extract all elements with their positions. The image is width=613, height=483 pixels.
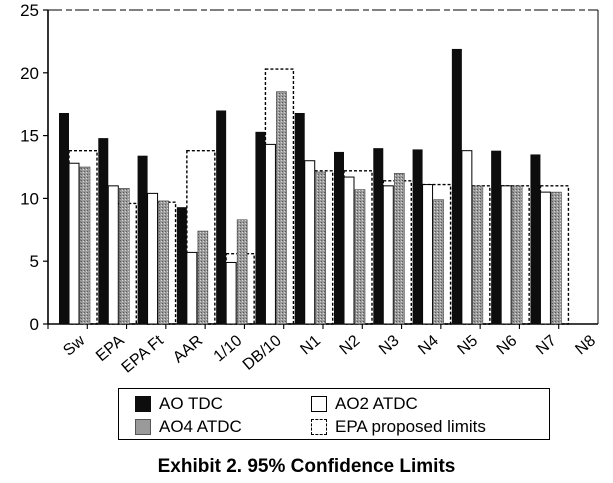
legend: AO TDC AO2 ATDC AO4 ATDC EPA proposed li… xyxy=(118,388,550,440)
bar-ao-tdc xyxy=(294,112,305,324)
legend-item-ao-tdc: AO TDC xyxy=(135,392,223,416)
category-label: N4 xyxy=(415,332,442,358)
bar-ao-tdc xyxy=(412,149,423,324)
bar-ao4-atdc xyxy=(79,166,91,325)
bar-ao-tdc xyxy=(176,207,187,324)
bar-ao-tdc xyxy=(255,131,266,324)
figure-caption: Exhibit 2. 95% Confidence Limits xyxy=(157,456,456,477)
y-tick-label: 10 xyxy=(20,189,39,208)
bar-ao4-atdc xyxy=(276,91,287,325)
bar-ao2-atdc xyxy=(186,251,198,325)
bar-ao-tdc xyxy=(334,151,344,324)
legend-label-ao2-atdc: AO2 ATDC xyxy=(335,394,418,413)
category-label: Sw xyxy=(60,332,88,360)
bar-ao2-atdc xyxy=(147,192,159,325)
bar-ao4-atdc xyxy=(158,200,169,325)
bar-ao-tdc xyxy=(137,155,148,324)
category-label: N7 xyxy=(533,332,560,358)
bar-ao2-atdc xyxy=(422,184,434,325)
bar-ao-tdc xyxy=(491,150,502,324)
bar-ao2-atdc xyxy=(500,185,512,325)
category-label: EPA Ft xyxy=(119,332,168,377)
legend-swatch-ao4-atdc xyxy=(135,419,151,435)
legend-swatch-epa-proposed-limits xyxy=(311,419,327,435)
bar-ao-tdc xyxy=(530,154,541,324)
legend-item-epa-proposed-limits: EPA proposed limits xyxy=(311,415,486,439)
category-label: N6 xyxy=(494,332,521,358)
bar-ao4-atdc xyxy=(118,188,130,325)
category-label: N8 xyxy=(572,332,599,358)
y-tick-label: 20 xyxy=(20,64,39,83)
legend-label-ao4-atdc: AO4 ATDC xyxy=(159,417,242,436)
bar-ao4-atdc xyxy=(354,189,366,325)
bar-ao2-atdc xyxy=(68,162,80,325)
category-label: DB/10 xyxy=(240,332,285,374)
bar-ao2-atdc xyxy=(382,185,394,325)
bar-ao2-atdc xyxy=(539,191,551,325)
bar-ao-tdc xyxy=(216,110,227,324)
bar-ao4-atdc xyxy=(197,230,209,325)
bar-ao2-atdc xyxy=(225,261,237,325)
bar-ao2-atdc xyxy=(107,185,119,325)
bar-ao-tdc xyxy=(451,48,462,324)
legend-item-ao4-atdc: AO4 ATDC xyxy=(135,415,242,439)
y-tick-label: 25 xyxy=(20,1,39,20)
category-label: N3 xyxy=(376,332,403,358)
category-label: N1 xyxy=(297,332,324,358)
bar-ao2-atdc xyxy=(304,160,316,325)
bar-ao4-atdc xyxy=(472,185,484,325)
category-label: AAR xyxy=(170,332,206,366)
y-tick-label: 15 xyxy=(20,127,39,146)
bar-ao4-atdc xyxy=(433,199,444,325)
bar-ao-tdc xyxy=(98,138,109,324)
legend-label-ao-tdc: AO TDC xyxy=(159,394,223,413)
legend-label-epa-proposed-limits: EPA proposed limits xyxy=(335,417,486,436)
category-label: N5 xyxy=(455,332,482,358)
bar-ao2-atdc xyxy=(461,150,473,325)
bar-ao2-atdc xyxy=(264,143,276,325)
y-tick-label: 5 xyxy=(30,252,39,271)
legend-swatch-ao-tdc xyxy=(135,396,151,412)
bar-ao4-atdc xyxy=(511,185,523,325)
category-label: N2 xyxy=(337,332,364,358)
legend-swatch-ao2-atdc xyxy=(311,396,327,412)
bar-ao-tdc xyxy=(373,148,384,324)
bar-ao4-atdc xyxy=(315,171,327,325)
bar-ao4-atdc xyxy=(236,219,248,325)
y-tick-label: 0 xyxy=(30,315,39,334)
bar-ao-tdc xyxy=(59,112,69,324)
bar-ao2-atdc xyxy=(343,176,355,325)
bar-ao4-atdc xyxy=(393,172,405,325)
legend-item-ao2-atdc: AO2 ATDC xyxy=(311,392,418,416)
bar-ao4-atdc xyxy=(551,191,562,325)
